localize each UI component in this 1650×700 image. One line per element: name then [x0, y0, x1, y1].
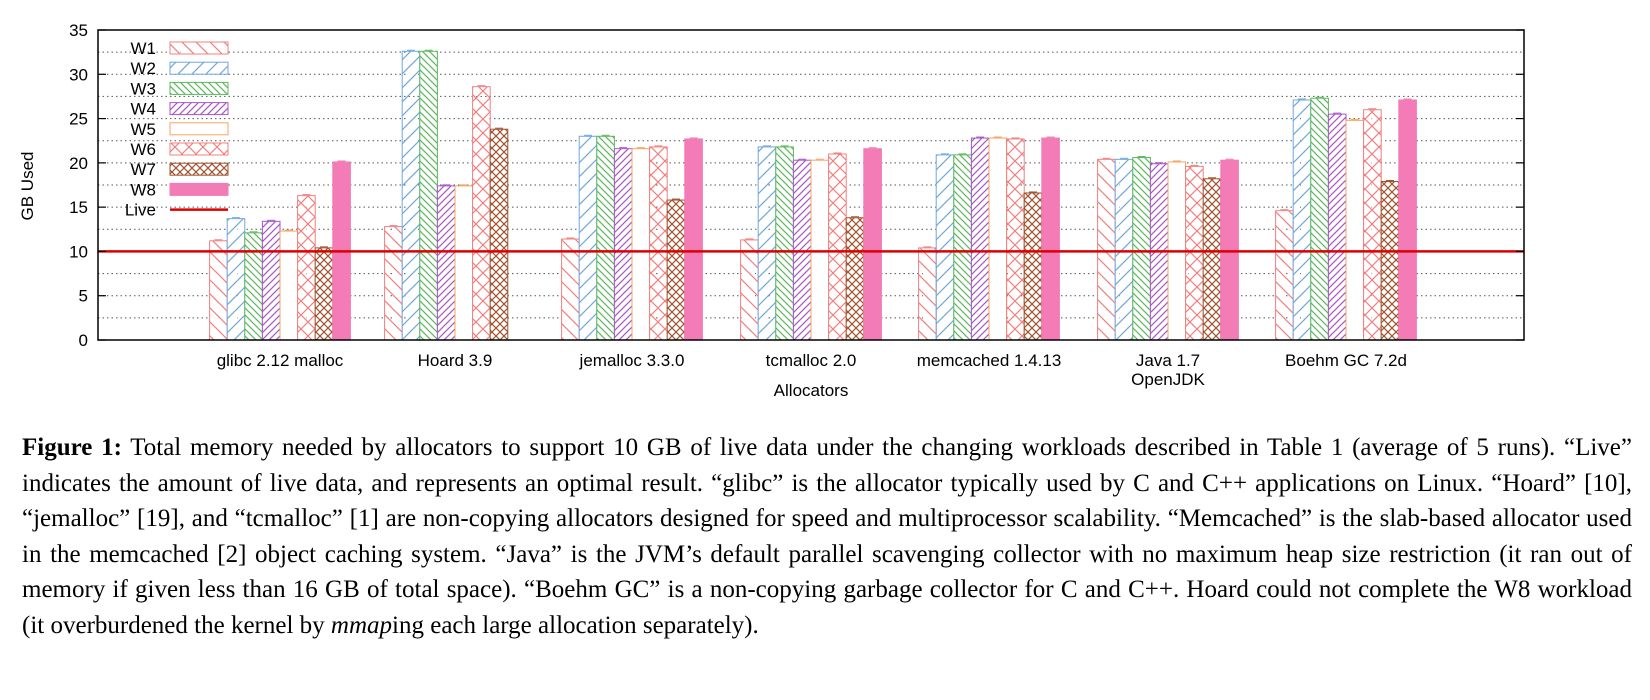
bar-w7-0: [314, 247, 334, 341]
bar-w6-3: [828, 153, 847, 341]
bar-w6-6: [1363, 109, 1382, 341]
legend-swatch: [169, 182, 229, 196]
x-tick-label: Java 1.7: [1136, 351, 1200, 370]
y-tick-label: 0: [79, 331, 88, 350]
bar-w5-0: [279, 230, 299, 341]
bar-w4-2: [613, 148, 633, 341]
x-tick-label: Boehm GC 7.2d: [1285, 351, 1407, 370]
bars-group: [209, 49, 1417, 341]
bar-w5-2: [631, 148, 651, 341]
legend-swatch: [169, 162, 229, 176]
legend-swatch: [169, 81, 229, 95]
bar-w1-2: [561, 238, 580, 341]
x-axis: glibc 2.12 malloc Hoard 3.9 jemalloc 3.3.0…: [217, 351, 1407, 389]
bar-w2-4: [935, 154, 955, 341]
x-tick-label: memcached 1.4.13: [917, 351, 1062, 370]
bar-w8-3: [863, 148, 882, 341]
bar-w1-5: [1097, 158, 1116, 341]
caption-text-2: ing each large allocation separately).: [392, 611, 759, 639]
y-tick-label: 20: [69, 154, 88, 173]
x-tick-label: glibc 2.12 malloc: [217, 351, 344, 370]
legend-label: W2: [131, 59, 157, 78]
legend-label: W4: [131, 100, 157, 119]
bar-w8-4: [1041, 137, 1060, 341]
legend-label: W8: [131, 180, 157, 199]
legend-label: Live: [125, 201, 156, 220]
legend-swatch: [169, 61, 229, 75]
y-tick-label: 25: [69, 110, 88, 129]
bar-w1-4: [918, 247, 937, 341]
legend-label: W6: [131, 140, 157, 159]
bar-w1-1: [384, 226, 403, 341]
bar-w7-6: [1380, 180, 1400, 341]
legend-swatch: [169, 102, 229, 116]
bar-w4-0: [261, 220, 281, 341]
bar-w6-0: [297, 195, 316, 341]
bar-w5-6: [1345, 119, 1365, 341]
bar-w6-2: [649, 146, 668, 341]
bar-w1-0: [209, 240, 228, 341]
bar-w7-5: [1202, 178, 1222, 341]
bar-w7-1: [489, 128, 509, 341]
bar-w7-3: [845, 217, 865, 341]
bar-w8-2: [684, 138, 703, 341]
y-tick-label: 15: [69, 198, 88, 217]
plot-frame: [97, 29, 1525, 341]
bar-w6-5: [1185, 165, 1204, 341]
bar-w6-1: [472, 86, 491, 341]
bar-w4-6: [1327, 113, 1347, 341]
x-axis-label: Allocators: [774, 381, 849, 400]
figure-caption: Figure 1: Total memory needed by allocat…: [22, 430, 1632, 643]
bar-w5-3: [810, 159, 830, 341]
caption-emphasis: mmap: [330, 611, 393, 639]
caption-text-1: Total memory needed by allocators to sup…: [22, 434, 1633, 639]
bar-w6-4: [1006, 138, 1025, 341]
chart: 0 5 10 15 20 25 30 35 glibc 2.12 malloc Hoard 3.…: [18, 21, 1525, 400]
bar-chart-svg: 0 5 10 15 20 25 30 35 glibc 2.12 malloc Hoard 3.…: [18, 21, 1525, 400]
bar-w3-5: [1132, 157, 1151, 341]
y-tick-label: 35: [69, 21, 88, 40]
bar-w7-2: [666, 199, 686, 341]
x-tick-label: OpenJDK: [1131, 370, 1205, 389]
bar-w2-5: [1114, 158, 1134, 341]
legend-label: W7: [131, 160, 157, 179]
bar-w1-6: [1275, 210, 1294, 341]
bar-w8-6: [1398, 99, 1417, 341]
x-tick-label: Hoard 3.9: [418, 351, 493, 370]
bar-w2-6: [1292, 99, 1312, 341]
x-tick-label: jemalloc 3.3.0: [579, 351, 685, 370]
y-tick-label: 10: [69, 242, 88, 261]
bar-w8-5: [1220, 159, 1239, 341]
bar-w2-2: [578, 135, 598, 341]
bar-w2-0: [226, 218, 246, 341]
bar-w3-3: [775, 146, 794, 341]
bar-w5-1: [454, 185, 474, 341]
legend-label: W1: [131, 39, 157, 58]
legend-swatch: [169, 122, 229, 136]
bar-w3-2: [596, 135, 615, 341]
bar-w7-4: [1023, 192, 1043, 341]
bar-w2-1: [401, 50, 421, 341]
y-axis: 0 5 10 15 20 25 30 35: [69, 21, 1524, 350]
bar-w3-0: [244, 232, 263, 341]
legend-label: W5: [131, 120, 157, 139]
bar-w3-4: [953, 154, 972, 341]
bar-w1-3: [740, 239, 759, 341]
bar-w4-1: [436, 185, 456, 341]
y-tick-label: 30: [69, 65, 88, 84]
x-tick-label: tcmalloc 2.0: [766, 351, 857, 370]
bar-w3-1: [419, 50, 438, 341]
legend-label: W3: [131, 79, 157, 98]
y-tick-label: 5: [79, 287, 88, 306]
caption-label: Figure 1:: [22, 434, 122, 461]
y-axis-label: GB Used: [18, 152, 37, 221]
bar-w3-6: [1310, 97, 1329, 341]
bar-w2-3: [757, 146, 777, 341]
legend-swatch: [169, 41, 229, 55]
bar-w4-3: [792, 159, 812, 341]
legend-swatch: [169, 142, 229, 156]
bar-w4-4: [970, 137, 990, 341]
bar-w5-4: [988, 137, 1008, 341]
